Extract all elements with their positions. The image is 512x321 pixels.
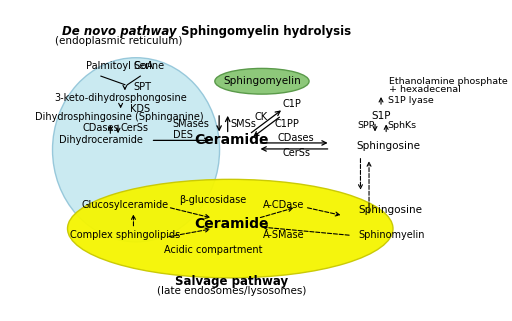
- Text: SMases: SMases: [172, 119, 209, 129]
- Text: + hexadecenal: + hexadecenal: [389, 85, 460, 94]
- Text: CDases: CDases: [82, 123, 119, 134]
- Text: Sphingomyelin: Sphingomyelin: [223, 76, 301, 86]
- Ellipse shape: [68, 179, 393, 278]
- Text: C1P: C1P: [283, 100, 302, 109]
- Text: β-glucosidase: β-glucosidase: [180, 195, 247, 205]
- Text: Sphingosine: Sphingosine: [356, 141, 420, 151]
- Text: CerSs: CerSs: [282, 148, 310, 158]
- Text: Acidic compartment: Acidic compartment: [164, 245, 262, 255]
- Text: SPT: SPT: [134, 82, 152, 92]
- Text: KDS: KDS: [130, 104, 150, 114]
- Text: C1PP: C1PP: [275, 119, 300, 129]
- Text: Sphinomyelin: Sphinomyelin: [359, 230, 425, 240]
- Text: Dihydroceramide: Dihydroceramide: [59, 135, 143, 145]
- Text: 3-keto-dihydrosphongosine: 3-keto-dihydrosphongosine: [54, 93, 187, 103]
- Text: Ceramide: Ceramide: [195, 133, 269, 147]
- Text: CerSs: CerSs: [121, 123, 148, 134]
- Text: Ceramide: Ceramide: [195, 217, 269, 231]
- Text: A-CDase: A-CDase: [263, 200, 305, 210]
- Text: S1P: S1P: [371, 110, 391, 120]
- Text: DES: DES: [173, 130, 193, 140]
- Text: CDases: CDases: [278, 133, 314, 143]
- Text: Salvage pathway: Salvage pathway: [176, 275, 289, 288]
- Text: A-SMase: A-SMase: [263, 230, 305, 240]
- Text: Glucosylceramide: Glucosylceramide: [81, 201, 168, 211]
- Ellipse shape: [215, 68, 309, 94]
- Text: Dihydrosphingosine (Sphinganine): Dihydrosphingosine (Sphinganine): [35, 112, 203, 122]
- Text: (late endosomes/lysosomes): (late endosomes/lysosomes): [157, 286, 307, 296]
- Text: Serine: Serine: [134, 61, 164, 71]
- Text: De novo pathway: De novo pathway: [61, 25, 176, 38]
- Text: S1P lyase: S1P lyase: [388, 97, 434, 106]
- Text: (endoplasmic reticulum): (endoplasmic reticulum): [55, 36, 183, 46]
- Text: Ethanolamine phosphate: Ethanolamine phosphate: [389, 77, 507, 86]
- Ellipse shape: [53, 58, 220, 242]
- Text: SPP: SPP: [357, 121, 375, 130]
- Text: Palmitoyl CoA: Palmitoyl CoA: [87, 61, 154, 71]
- Text: Complex sphingolipids: Complex sphingolipids: [70, 230, 180, 239]
- Text: Sphingosine: Sphingosine: [359, 205, 423, 215]
- Text: Sphingomyelin hydrolysis: Sphingomyelin hydrolysis: [181, 25, 351, 38]
- Text: SphKs: SphKs: [388, 121, 417, 130]
- Text: CK: CK: [254, 112, 268, 122]
- Text: SMSs: SMSs: [230, 119, 256, 129]
